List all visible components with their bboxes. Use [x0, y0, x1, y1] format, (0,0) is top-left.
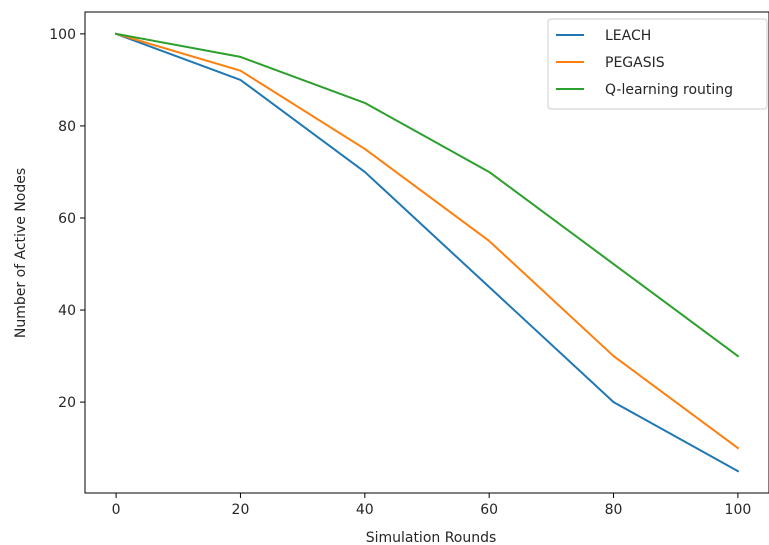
legend: LEACH PEGASIS Q-learning routing	[548, 19, 767, 109]
y-tick-label: 20	[58, 395, 76, 411]
legend-label: LEACH	[605, 28, 651, 44]
y-axis-label: Number of Active Nodes	[13, 168, 29, 338]
x-tick-label: 20	[232, 502, 250, 518]
x-tick-label: 80	[605, 502, 623, 518]
x-tick-label: 60	[480, 502, 498, 518]
legend-label: PEGASIS	[605, 55, 665, 71]
x-tick-label: 0	[112, 502, 121, 518]
legend-label: Q-learning routing	[605, 82, 733, 98]
y-tick-label: 100	[49, 27, 76, 43]
x-axis-label: Simulation Rounds	[366, 530, 497, 545]
x-tick-label: 40	[356, 502, 374, 518]
y-tick-label: 40	[58, 303, 76, 319]
x-tick-label: 100	[725, 502, 752, 518]
y-tick-label: 60	[58, 211, 76, 227]
y-tick-label: 80	[58, 119, 76, 135]
